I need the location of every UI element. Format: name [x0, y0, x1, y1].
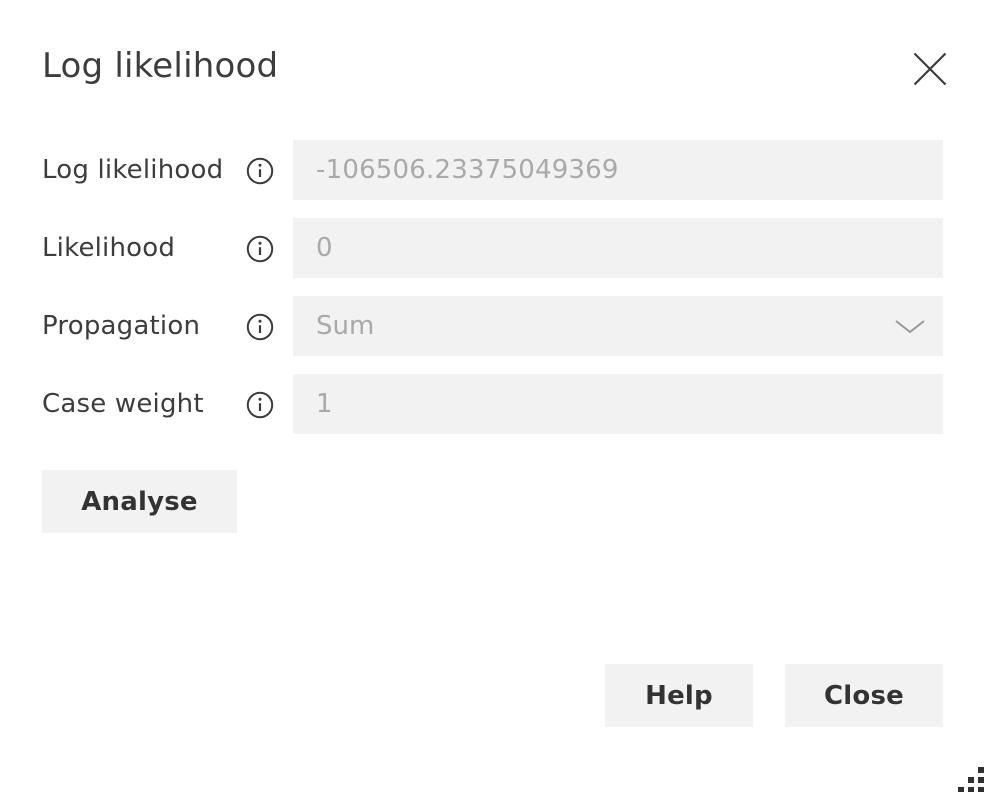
- case-weight-input[interactable]: [293, 374, 943, 434]
- form-row-likelihood: Likelihood: [42, 218, 943, 278]
- dialog-close-button[interactable]: [906, 45, 954, 93]
- resize-grip-icon[interactable]: [958, 767, 984, 792]
- form-row-log-likelihood: Log likelihood: [42, 140, 943, 200]
- log-likelihood-input[interactable]: [293, 140, 943, 200]
- form-row-propagation: Propagation Sum: [42, 296, 943, 356]
- chevron-down-icon: [895, 320, 925, 334]
- info-icon[interactable]: [246, 313, 274, 341]
- info-icon[interactable]: [246, 391, 274, 419]
- analyse-button[interactable]: Analyse: [42, 470, 237, 533]
- propagation-selected-value: Sum: [316, 311, 375, 341]
- form-row-case-weight: Case weight: [42, 374, 943, 434]
- close-x-icon: [913, 52, 947, 86]
- dialog-title: Log likelihood: [42, 46, 279, 86]
- propagation-dropdown[interactable]: Sum: [293, 296, 943, 356]
- log-likelihood-label: Log likelihood: [42, 155, 224, 185]
- case-weight-label: Case weight: [42, 389, 204, 419]
- help-button[interactable]: Help: [605, 664, 753, 727]
- likelihood-label: Likelihood: [42, 233, 176, 263]
- propagation-label: Propagation: [42, 311, 201, 341]
- likelihood-input[interactable]: [293, 218, 943, 278]
- info-icon[interactable]: [246, 235, 274, 263]
- close-button[interactable]: Close: [785, 664, 943, 727]
- info-icon[interactable]: [246, 157, 274, 185]
